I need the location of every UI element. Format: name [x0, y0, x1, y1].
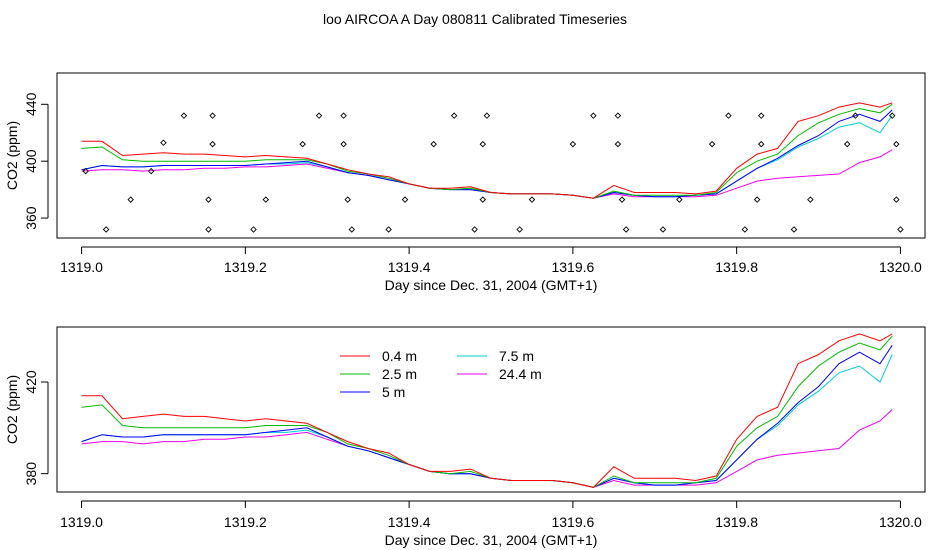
- scatter-point: [708, 140, 716, 148]
- scatter-point: [569, 140, 577, 148]
- x-tick-label: 1319.6: [551, 514, 594, 530]
- y-tick-label: 400: [23, 149, 39, 173]
- legend-label: 24.4 m: [499, 366, 542, 382]
- x-tick-label: 1319.4: [388, 514, 431, 530]
- scatter-point: [479, 196, 487, 203]
- scatter-point: [127, 196, 134, 203]
- scatter-point: [843, 140, 851, 148]
- scatter-point: [757, 140, 765, 148]
- scatter-point: [102, 226, 110, 233]
- x-axis-label: Day since Dec. 31, 2004 (GMT+1): [385, 532, 598, 548]
- scatter-point: [753, 196, 761, 203]
- chart-title: loo AIRCOA A Day 080811 Calibrated Times…: [322, 11, 627, 27]
- series-line-2-5-m: [81, 335, 893, 488]
- scatter-point: [348, 226, 356, 233]
- scatter-point: [516, 226, 523, 233]
- panel-2: [41, 326, 926, 508]
- scatter-point: [889, 112, 896, 119]
- y-tick-label: 360: [23, 206, 39, 230]
- scatter-point: [430, 140, 437, 148]
- scatter-point: [147, 167, 155, 175]
- legend-label: 7.5 m: [499, 348, 534, 364]
- panel-1: [41, 72, 926, 254]
- scatter-point: [852, 112, 859, 119]
- x-tick-label: 1319.4: [388, 259, 431, 275]
- scatter-point: [757, 112, 765, 119]
- scatter-point: [385, 226, 392, 233]
- scatter-point: [401, 196, 409, 203]
- scatter-point: [614, 112, 622, 119]
- scatter-point: [790, 226, 798, 233]
- plot-frame: [56, 326, 926, 493]
- x-tick-label: 1319.2: [224, 514, 267, 530]
- scatter-point: [622, 226, 630, 233]
- legend-label: 5 m: [382, 384, 405, 400]
- y-tick-label: 380: [23, 462, 39, 486]
- scatter-point: [209, 112, 216, 119]
- scatter-point: [82, 167, 89, 175]
- scatter-point: [614, 140, 622, 148]
- scatter-point: [618, 196, 626, 203]
- scatter-point: [180, 112, 188, 119]
- x-tick-label: 1319.0: [60, 259, 103, 275]
- scatter-point: [160, 139, 167, 146]
- x-tick-label: 1319.2: [224, 259, 267, 275]
- series-line-0-4-m: [81, 102, 893, 199]
- x-tick-label: 1319.6: [551, 259, 594, 275]
- scatter-point: [340, 112, 347, 119]
- scatter-point: [725, 112, 732, 119]
- y-axis-label: CO2 (ppm): [4, 121, 20, 190]
- series-line-24-4-m: [81, 409, 893, 488]
- series-line-0-4-m: [81, 333, 893, 488]
- scatter-point: [590, 112, 597, 119]
- scatter-point: [897, 226, 904, 233]
- scatter-point: [741, 226, 749, 233]
- scatter-point: [262, 196, 270, 203]
- y-tick-label: 420: [23, 370, 39, 394]
- scatter-point: [205, 196, 212, 203]
- scatter-point: [471, 226, 478, 233]
- x-tick-label: 1319.8: [715, 514, 758, 530]
- scatter-point: [528, 196, 536, 203]
- y-axis-label: CO2 (ppm): [4, 375, 20, 444]
- scatter-point: [450, 112, 458, 119]
- scatter-point: [807, 196, 814, 203]
- x-tick-label: 1320.0: [879, 514, 922, 530]
- legend-label: 2.5 m: [382, 366, 417, 382]
- scatter-point: [205, 226, 212, 233]
- scatter-point: [299, 140, 306, 148]
- scatter-point: [250, 226, 257, 233]
- scatter-point: [893, 140, 900, 148]
- scatter-point: [659, 226, 667, 233]
- scatter-point: [340, 140, 347, 148]
- plot-frame: [56, 72, 926, 239]
- y-tick-label: 440: [23, 92, 39, 116]
- x-tick-label: 1319.8: [715, 259, 758, 275]
- scatter-point: [676, 196, 683, 203]
- x-tick-label: 1319.0: [60, 514, 103, 530]
- x-tick-label: 1320.0: [879, 259, 922, 275]
- scatter-point: [479, 140, 487, 148]
- scatter-point: [483, 112, 491, 119]
- x-axis-label: Day since Dec. 31, 2004 (GMT+1): [385, 277, 598, 293]
- legend-label: 0.4 m: [382, 348, 417, 364]
- scatter-point: [315, 112, 323, 119]
- scatter-point: [209, 140, 216, 148]
- scatter-point: [344, 196, 351, 203]
- scatter-point: [893, 196, 900, 203]
